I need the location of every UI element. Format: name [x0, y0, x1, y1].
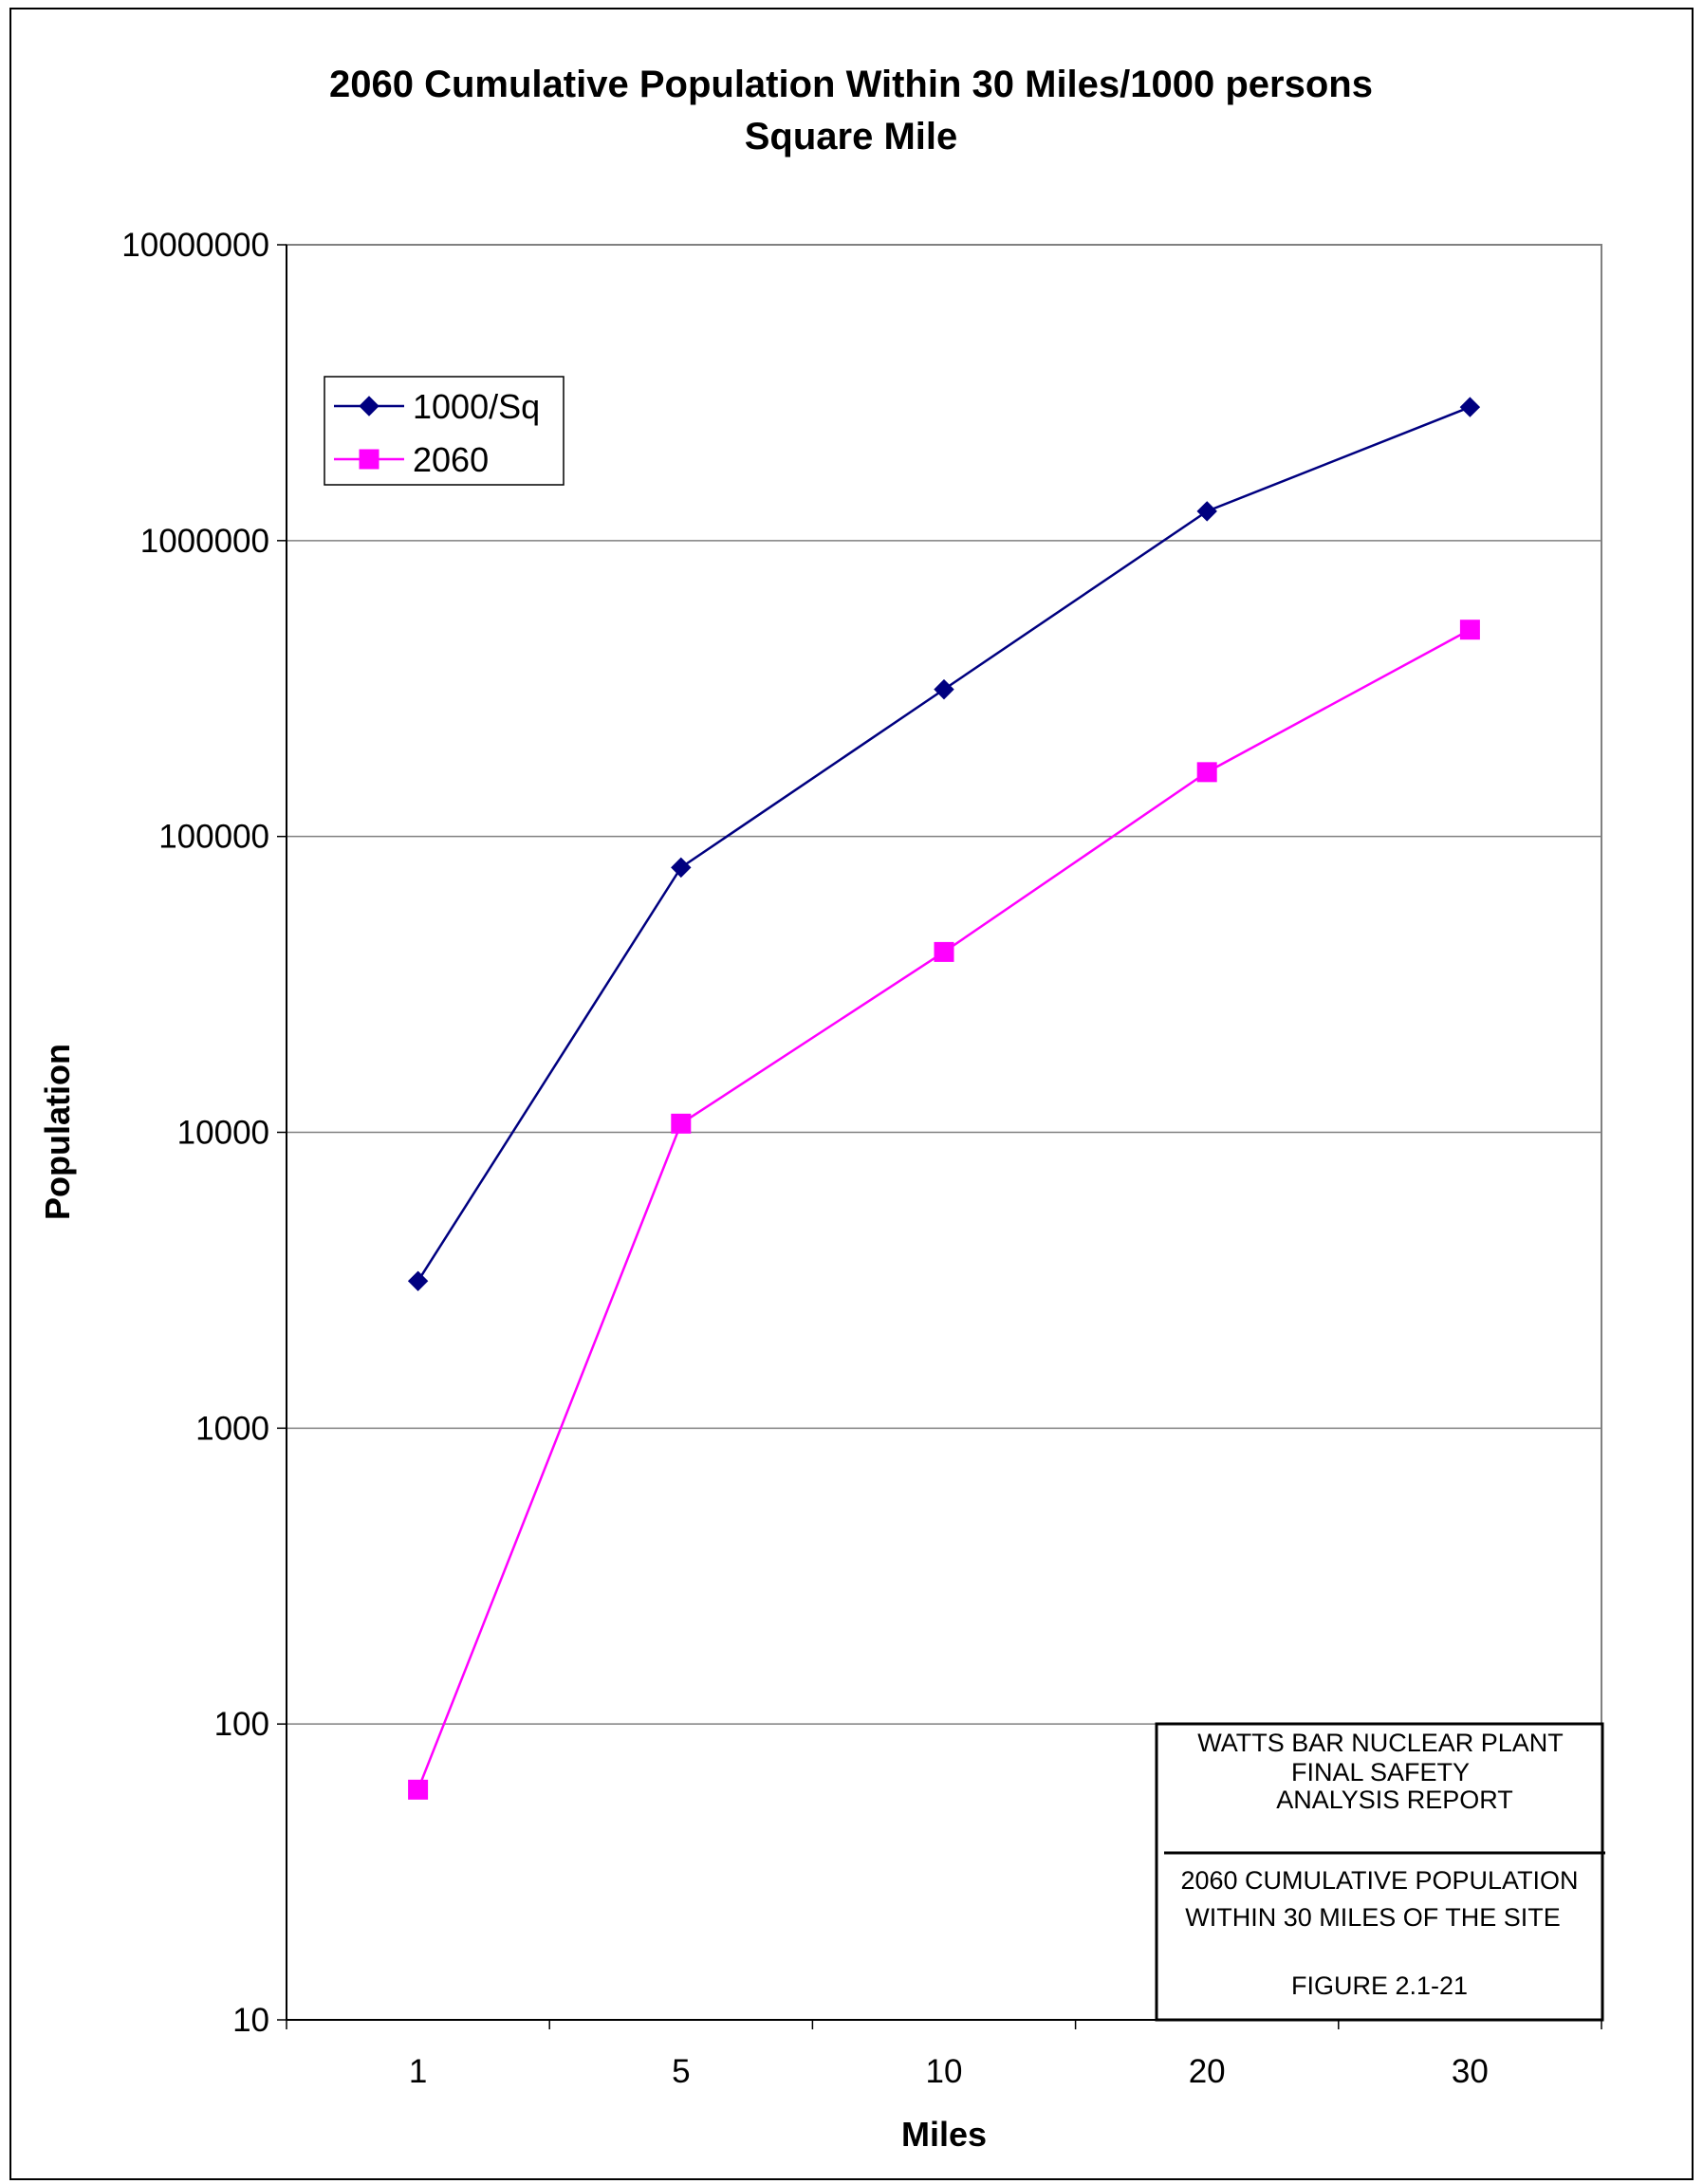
data-point-1000-sq [671, 857, 692, 879]
data-point-2060 [1196, 762, 1217, 783]
legend-label-1000-sq: 1000/Sq [413, 387, 540, 426]
x-tick-label: 30 [1452, 2053, 1489, 2090]
y-tick-label: 10000 [177, 1115, 269, 1152]
data-point-2060 [934, 941, 954, 962]
title-block-box [1155, 1722, 1604, 2022]
series-layer [407, 397, 1481, 1800]
y-tick-label: 10 [232, 2002, 269, 2039]
data-point-1000-sq [934, 678, 954, 700]
data-point-1000-sq [407, 1270, 429, 1291]
title-block-figure-title-2: WITHIN 30 MILES OF THE SITE [1185, 1903, 1561, 1932]
series-line-1000-sq [416, 405, 1471, 1282]
title-block-final-safety: FINAL SAFETY [1291, 1758, 1470, 1786]
x-axis-title: Miles [901, 2115, 987, 2154]
x-tick-label: 20 [1189, 2053, 1226, 2090]
y-tick-label: 1000000 [140, 523, 269, 560]
y-axis-title: Population [38, 1044, 77, 1220]
data-point-1000-sq [1459, 397, 1481, 417]
legend-label-2060: 2060 [413, 440, 489, 479]
data-point-1000-sq [1196, 501, 1217, 522]
y-axis: 10 100 1000 10000 100000 1000000 10000000 [121, 227, 287, 2039]
data-point-2060 [671, 1113, 692, 1134]
x-axis: 1 5 10 20 30 [286, 2019, 1602, 2090]
legend: 1000/Sq 2060 [324, 376, 565, 486]
chart-title-line-1: 2060 Cumulative Population Within 30 Mil… [329, 64, 1373, 105]
data-point-2060 [408, 1779, 429, 1800]
y-tick-label: 1000 [195, 1410, 269, 1447]
title-block-figure-number: FIGURE 2.1-21 [1291, 1971, 1468, 2000]
chart-title-line-2: Square Mile [745, 116, 958, 157]
title-block-figure-title-1: 2060 CUMULATIVE POPULATION [1180, 1866, 1578, 1895]
title-block: WATTS BAR NUCLEAR PLANT FINAL SAFETY ANA… [1155, 1722, 1605, 2022]
legend-marker-diamond [359, 396, 379, 416]
x-tick-label: 10 [926, 2053, 963, 2090]
x-tick-label: 1 [409, 2053, 427, 2090]
title-block-analysis-report: ANALYSIS REPORT [1276, 1786, 1513, 1814]
x-tick-label: 5 [672, 2053, 690, 2090]
grid-lines [287, 540, 1601, 1725]
title-block-plant: WATTS BAR NUCLEAR PLANT [1197, 1729, 1564, 1757]
data-point-2060 [1459, 620, 1480, 640]
series-line-2060 [416, 628, 1471, 1790]
y-tick-label: 100 [214, 1706, 269, 1743]
legend-marker-square [359, 449, 379, 470]
y-tick-label: 100000 [158, 819, 269, 856]
y-tick-label: 10000000 [121, 227, 269, 264]
